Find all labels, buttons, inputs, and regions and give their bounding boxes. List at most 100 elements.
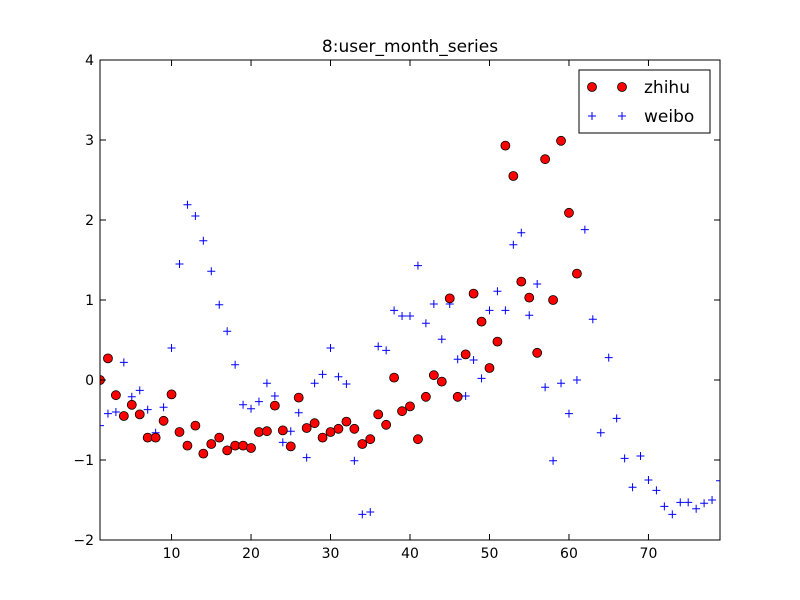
zhihu-point: [118, 411, 129, 421]
weibo-point: [191, 212, 200, 220]
zhihu-point: [134, 409, 145, 420]
zhihu-point: [444, 293, 455, 304]
weibo-point: [716, 476, 720, 485]
y-tick-label: −2: [73, 533, 94, 549]
weibo-point: [223, 327, 232, 336]
legend-box: [578, 69, 711, 134]
plot-border: [99, 59, 721, 541]
zhihu-point: [436, 376, 447, 387]
zhihu-point: [540, 154, 551, 165]
zhihu-point: [174, 427, 185, 437]
weibo-point: [278, 438, 287, 447]
weibo-point: [652, 486, 661, 495]
weibo-point: [247, 404, 256, 413]
weibo-point: [159, 403, 168, 412]
y-tick-label: 3: [85, 133, 94, 149]
weibo-point: [596, 428, 605, 437]
y-tick-label: 0: [85, 373, 94, 389]
weibo-point: [477, 374, 486, 383]
zhihu-point: [317, 432, 328, 443]
weibo-point: [183, 200, 192, 209]
x-tick-label: 50: [481, 546, 499, 562]
legend-zhihu-marker-right: [617, 82, 627, 92]
weibo-point: [509, 240, 518, 249]
zhihu-point: [214, 432, 225, 443]
zhihu-point: [198, 448, 209, 459]
weibo-point: [453, 355, 462, 364]
weibo-point: [501, 306, 510, 315]
x-tick-label: 20: [242, 546, 260, 562]
zhihu-point: [389, 372, 400, 383]
weibo-point: [628, 483, 637, 492]
weibo-point: [350, 456, 359, 465]
weibo-point: [572, 376, 581, 384]
x-tick-label: 40: [401, 546, 419, 562]
weibo-point: [262, 379, 271, 388]
weibo-point: [207, 267, 216, 276]
weibo-point: [382, 346, 391, 355]
zhihu-point: [468, 288, 479, 299]
zhihu-point: [516, 276, 527, 287]
zhihu-point: [262, 426, 272, 437]
x-tick-label: 70: [640, 546, 658, 562]
weibo-point: [564, 409, 573, 418]
zhihu-point: [222, 445, 233, 456]
weibo-point: [604, 353, 613, 362]
weibo-point: [286, 427, 295, 436]
zhihu-point: [572, 268, 582, 279]
weibo-point: [580, 225, 589, 234]
weibo-point: [533, 280, 542, 288]
zhihu-point: [484, 363, 495, 373]
zhihu-point: [556, 135, 566, 146]
weibo-point: [358, 510, 367, 519]
zhihu-point: [301, 423, 312, 433]
weibo-point: [461, 392, 470, 400]
plot-area: [100, 60, 720, 540]
weibo-point: [143, 405, 152, 414]
zhihu-point: [182, 440, 193, 451]
zhihu-point: [524, 292, 535, 303]
weibo-point: [612, 414, 621, 423]
weibo-point: [485, 306, 494, 315]
weibo-point: [525, 311, 534, 320]
zhihu-point: [492, 336, 503, 347]
weibo-point: [668, 510, 677, 519]
weibo-point: [676, 498, 685, 507]
weibo-point: [517, 228, 526, 237]
weibo-point: [390, 306, 399, 315]
weibo-point: [413, 261, 422, 270]
weibo-point: [700, 499, 709, 508]
weibo-point: [135, 386, 144, 395]
zhihu-point: [428, 370, 439, 381]
zhihu-point: [126, 399, 137, 410]
weibo-point: [421, 319, 430, 328]
zhihu-point: [166, 389, 177, 400]
weibo-point: [620, 454, 629, 463]
weibo-point: [644, 476, 653, 484]
zhihu-point: [508, 171, 519, 181]
y-tick-label: 4: [85, 53, 94, 69]
zhihu-point: [333, 423, 344, 434]
zhihu-point: [397, 406, 407, 417]
zhihu-point: [341, 416, 352, 427]
chart-title: 8:user_month_series: [322, 37, 498, 57]
weibo-point: [429, 300, 438, 308]
zhihu-point: [381, 419, 392, 430]
zhihu-point: [373, 409, 384, 420]
weibo-point: [100, 421, 104, 430]
weibo-point: [119, 358, 128, 367]
zhihu-point: [564, 207, 574, 218]
weibo-point: [588, 315, 597, 324]
zhihu-point: [357, 439, 368, 449]
zhihu-point: [277, 425, 288, 436]
weibo-point: [318, 370, 327, 379]
weibo-point: [557, 379, 566, 388]
weibo-point: [549, 456, 558, 465]
weibo-point: [326, 344, 335, 352]
zhihu-point: [293, 392, 304, 403]
weibo-point: [437, 335, 446, 344]
weibo-point: [541, 383, 550, 392]
legend-zhihu-marker-left: [587, 82, 597, 92]
y-tick-label: −1: [73, 453, 94, 469]
